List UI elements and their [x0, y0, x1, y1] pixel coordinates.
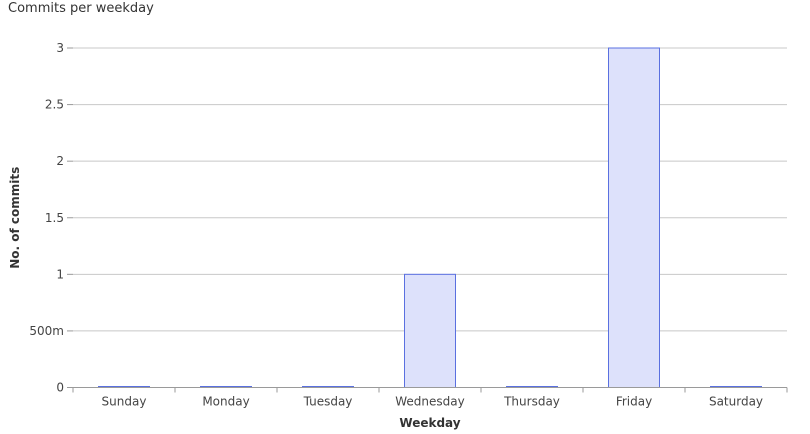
x-tick-label-saturday: Saturday [709, 395, 763, 409]
y-tick-label: 3 [56, 41, 64, 55]
x-tick-label-wednesday: Wednesday [395, 395, 464, 409]
bar-wednesday[interactable] [404, 273, 456, 389]
x-axis-title: Weekday [399, 416, 460, 430]
chart-title: Commits per weekday [8, 1, 154, 16]
x-tick-label-sunday: Sunday [102, 395, 147, 409]
x-axis-ticks: Sunday Monday Tuesday Wednesday Thursday Frid… [72, 387, 788, 409]
y-tick-label: 500m [29, 324, 64, 338]
y-tick-label: 0 [56, 381, 64, 395]
y-axis-title: No. of commits [8, 167, 22, 269]
bar-friday[interactable] [608, 47, 660, 388]
y-axis-ticks: 0 500m 1 1.5 2 2.5 3 [29, 41, 73, 395]
x-tick-label-monday: Monday [202, 395, 249, 409]
y-tick-label: 1.5 [45, 211, 64, 225]
x-tick-label-friday: Friday [616, 395, 652, 409]
x-tick-label-thursday: Thursday [503, 395, 560, 409]
y-tick-label: 2.5 [45, 98, 64, 112]
y-tick-label: 1 [56, 267, 64, 281]
y-tick-label: 2 [56, 154, 64, 168]
x-tick-label-tuesday: Tuesday [303, 395, 353, 409]
